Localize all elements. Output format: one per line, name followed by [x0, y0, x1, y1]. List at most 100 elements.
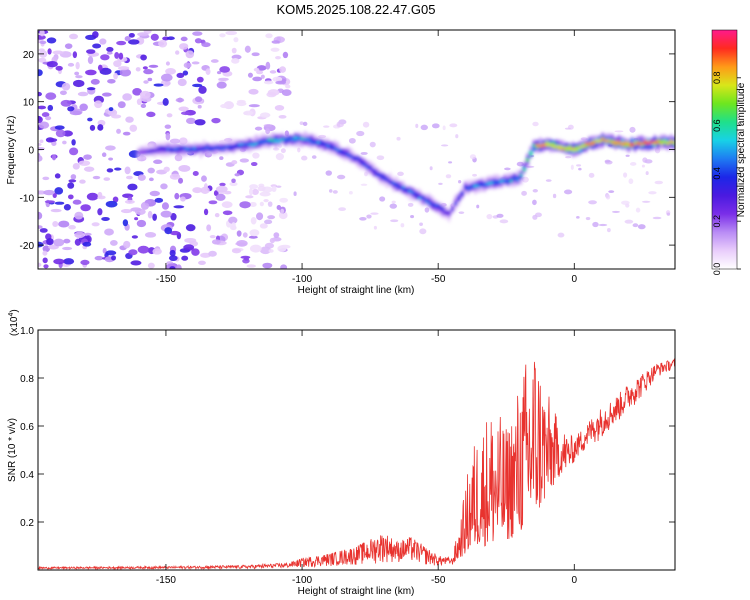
spectrogram-noise-blob — [165, 61, 170, 66]
colorbar-tick-label: 0.4 — [712, 167, 722, 180]
spectrogram-noise-blob — [176, 72, 185, 79]
spectrogram-noise-blob — [348, 190, 353, 195]
spectrogram-noise-blob — [194, 96, 203, 103]
spectrogram-noise-blob — [160, 183, 168, 190]
spectrogram-noise-blob — [147, 77, 153, 82]
snr-x-tick-label: -150 — [156, 575, 176, 586]
spectrogram-noise-blob — [185, 224, 196, 232]
spectrogram-noise-blob — [281, 89, 292, 96]
spectrogram-noise-blob — [38, 241, 44, 248]
snr-y-ticks: 0.2 0.4 0.6 0.8 1.0 — [20, 326, 675, 529]
snr-y-tick-label: 0.2 — [20, 518, 34, 529]
spectrogram-noise-blob — [203, 208, 209, 216]
spectrogram-noise-blob — [178, 177, 184, 184]
spectrogram-noise-blob — [60, 99, 72, 107]
spectrogram-noise-blob — [62, 140, 67, 145]
spectrogram-noise-blob — [598, 223, 608, 227]
spectrogram-ridge-cell — [244, 142, 249, 146]
spectrogram-noise-blob — [219, 33, 226, 38]
spectrogram-ridge-cell — [234, 143, 239, 147]
spectrogram-noise-blob — [78, 160, 91, 166]
spectrogram-ridge-cell — [499, 179, 504, 184]
spectrogram-ridge-cell — [460, 191, 465, 194]
colorbar-tick-label: 0.0 — [712, 263, 722, 276]
spectrogram-noise-blob — [635, 207, 641, 213]
spectrogram-noise-blob — [101, 152, 107, 158]
spectrogram-noise-blob — [101, 92, 112, 97]
spectrogram-noise-blob — [366, 214, 372, 219]
spectrogram-ridge-cell — [519, 173, 523, 177]
spectrogram-noise-blob — [614, 130, 624, 133]
spectrogram-noise-blob — [112, 196, 119, 203]
spectrogram-noise-blob — [137, 174, 146, 181]
spectrogram-noise-blob — [234, 173, 240, 177]
spectrogram-ridge-hotspot — [668, 140, 675, 144]
snr-series-line — [38, 358, 675, 570]
spectrogram-noise-blob — [397, 171, 404, 176]
spectrogram-ridge-cell — [358, 160, 363, 164]
spectrogram-ridge-cell — [470, 185, 474, 189]
spectrogram-noise-blob — [128, 249, 138, 256]
spectrogram-ridge-cell — [483, 183, 487, 187]
spectrogram-noise-blob — [215, 185, 228, 193]
spectrogram-noise-blob — [209, 235, 216, 239]
spectrogram-noise-blob — [169, 249, 176, 257]
spectrogram-noise-blob — [263, 199, 269, 203]
snr-y-multiplier-exponent: 4 — [8, 313, 15, 317]
spectrogram-noise-blob — [105, 145, 116, 151]
spectrogram-noise-blob — [54, 125, 65, 130]
spectrogram-noise-blob — [111, 255, 117, 261]
spectrogram-noise-blob — [180, 196, 186, 202]
spectrogram-noise-blob — [282, 51, 289, 59]
spectrogram-noise-blob — [260, 74, 265, 79]
spectrogram-noise-blob — [521, 190, 527, 196]
spectrogram-noise-blob — [38, 105, 47, 110]
spectrogram-noise-blob — [203, 183, 208, 191]
spectrogram-ridge-cell — [378, 174, 383, 178]
spectrogram-noise-blob — [276, 185, 282, 188]
spectrogram-noise-blob — [72, 79, 85, 88]
spectrogram-noise-blob — [499, 219, 509, 224]
spectrogram-ridge-hotspot — [544, 143, 555, 147]
spectrogram-noise-blob — [231, 160, 238, 165]
spectrogram-ridge-cell — [162, 147, 167, 151]
spectrogram-noise-blob — [86, 192, 99, 201]
spectrogram-noise-blob — [101, 216, 110, 221]
spectrogram-noise-blob — [38, 91, 42, 97]
spectrogram-noise-blob — [265, 33, 273, 39]
spectrogram-y-ticks: -20 -10 0 10 20 — [20, 50, 675, 252]
spectrogram-ridge-cell — [453, 202, 458, 206]
colorbar-tick-label: 0.6 — [712, 119, 722, 132]
spectrogram-noise-blob — [621, 200, 630, 205]
spectrogram-noise-blob — [231, 47, 237, 54]
spectrogram-noise-blob — [99, 67, 112, 75]
spectrogram-noise-blob — [87, 117, 93, 122]
spectrogram-noise-blob — [42, 250, 48, 256]
spectrogram-ridge-cell — [509, 179, 514, 183]
spectrogram-noise-blob — [231, 57, 240, 64]
spectrogram-noise-blob — [55, 129, 66, 138]
spectrogram-ridge-cell — [176, 147, 180, 151]
spectrogram-noise-blob — [42, 245, 51, 253]
spectrogram-noise-blob — [42, 176, 50, 181]
spectrogram-noise-blob — [279, 66, 287, 73]
spectrogram-noise-blob — [637, 224, 646, 230]
spectrogram-noise-blob — [225, 30, 238, 36]
spectrogram-noise-blob — [54, 201, 65, 205]
spectrogram-noise-blob — [71, 139, 76, 146]
spectrogram-x-tick-label: 0 — [571, 274, 577, 285]
spectrogram-noise-blob — [125, 116, 134, 123]
spectrogram-noise-blob — [276, 204, 282, 210]
spectrogram-noise-blob — [273, 232, 280, 238]
spectrogram-noise-blob — [252, 152, 260, 159]
spectrogram-noise-blob — [191, 248, 200, 256]
spectrogram-noise-blob — [251, 52, 260, 57]
spectrogram-noise-blob — [249, 201, 257, 207]
spectrogram-noise-blob — [85, 69, 97, 76]
spectrogram-noise-blob — [74, 231, 86, 239]
spectrogram-noise-blob — [218, 77, 229, 81]
spectrogram-noise-blob — [236, 101, 247, 107]
spectrogram-noise-blob — [97, 124, 104, 131]
spectrogram-ridge-cell — [159, 147, 164, 151]
spectrogram-noise-blob — [131, 235, 138, 239]
